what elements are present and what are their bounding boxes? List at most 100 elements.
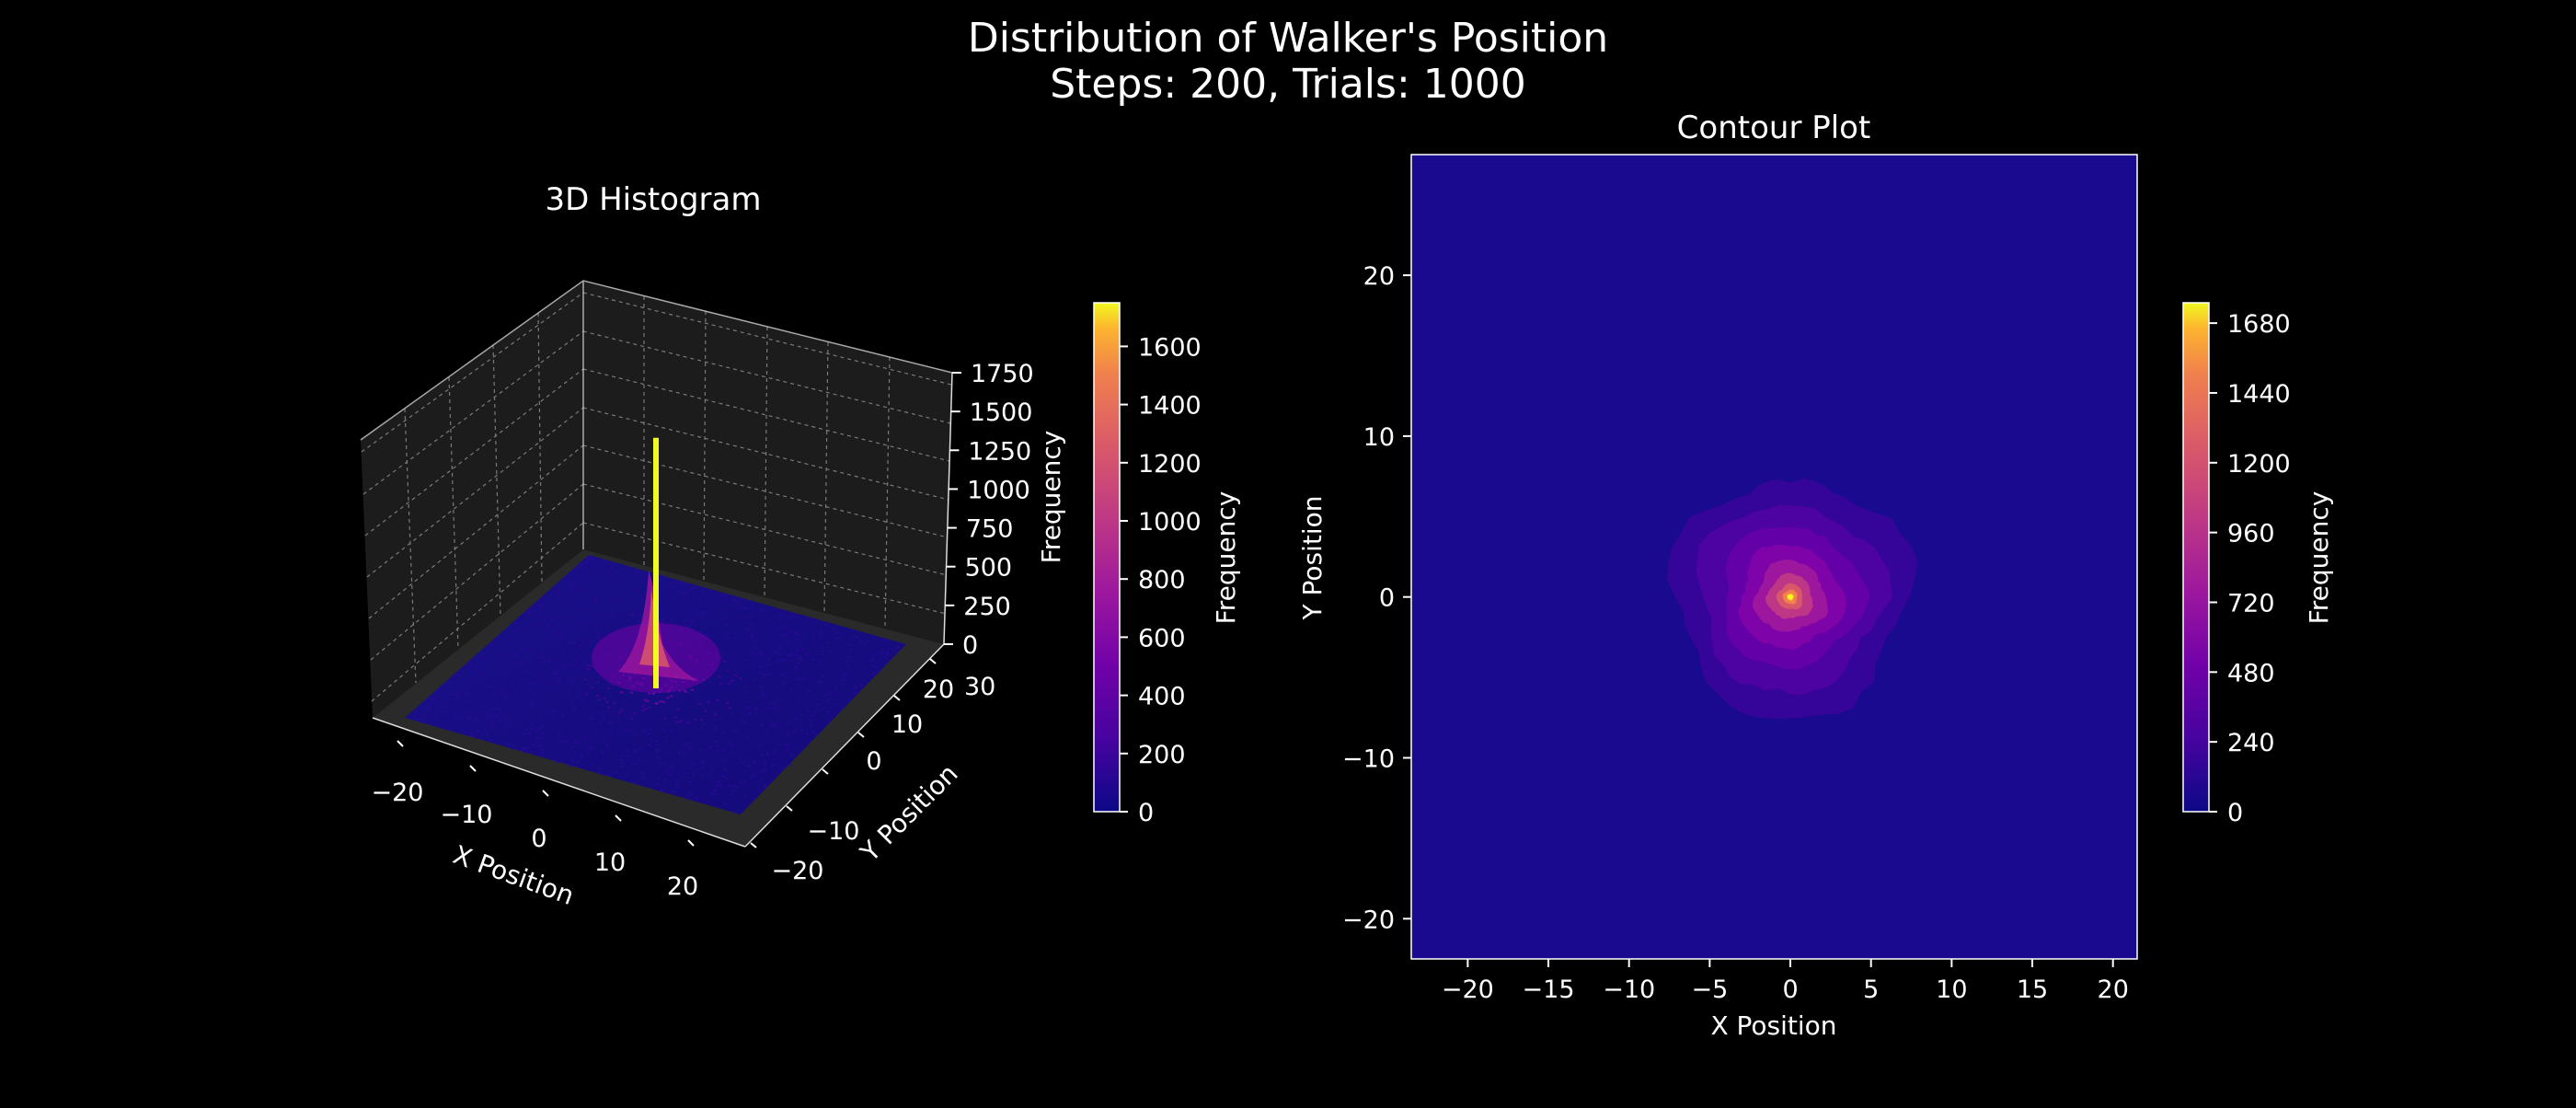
surface-cell bbox=[721, 749, 725, 752]
z-axis-3d: 0 250 500 750 1000 1250 1500 1750 Frequency bbox=[943, 360, 1066, 660]
surface-cell bbox=[591, 571, 594, 573]
surface-cell bbox=[576, 760, 580, 763]
surface-cell bbox=[750, 604, 753, 606]
surface-cell bbox=[524, 746, 528, 749]
surface-cell bbox=[539, 606, 543, 608]
surface-cell bbox=[614, 771, 617, 774]
surface-cell bbox=[459, 676, 463, 679]
surface-cell bbox=[771, 623, 775, 626]
surface-cell bbox=[788, 764, 792, 767]
surface-cell bbox=[540, 648, 544, 651]
surface-cell bbox=[628, 730, 632, 733]
surface-cell bbox=[559, 616, 563, 618]
surface-cell bbox=[827, 641, 831, 644]
surface-cell bbox=[436, 690, 440, 693]
surface-cell bbox=[727, 784, 730, 787]
surface-cell bbox=[683, 689, 686, 692]
contour-y-tick-label: 20 bbox=[1363, 262, 1395, 291]
surface-cell bbox=[730, 679, 734, 682]
surface-cell bbox=[764, 783, 767, 786]
surface-cell bbox=[568, 596, 571, 599]
surface-cell bbox=[575, 617, 579, 619]
surface-cell bbox=[558, 680, 561, 683]
contour-x-tick-label: 20 bbox=[2098, 975, 2129, 1004]
surface-cell bbox=[638, 615, 642, 617]
surface-cell bbox=[571, 706, 575, 709]
surface-cell bbox=[780, 674, 784, 676]
surface-cell bbox=[810, 724, 813, 727]
surface-cell bbox=[510, 747, 513, 750]
surface-cell bbox=[665, 602, 669, 605]
surface-cell bbox=[701, 774, 705, 777]
surface-cell bbox=[583, 662, 587, 664]
surface-cell bbox=[609, 731, 613, 733]
surface-cell bbox=[583, 678, 587, 681]
surface-cell bbox=[504, 694, 508, 697]
surface-cell bbox=[864, 643, 868, 646]
surface-cell bbox=[544, 683, 547, 686]
surface-cell bbox=[696, 612, 700, 615]
surface-cell bbox=[730, 713, 733, 716]
surface-cell bbox=[649, 706, 652, 709]
surface-cell bbox=[584, 693, 588, 696]
surface-cell bbox=[527, 648, 531, 651]
surface-cell bbox=[541, 677, 545, 680]
surface-cell bbox=[471, 735, 475, 738]
surface-cell bbox=[501, 672, 505, 675]
surface-cell bbox=[583, 622, 587, 625]
y3d-tick-mark bbox=[857, 732, 865, 738]
surface-cell bbox=[514, 621, 518, 624]
surface-cell bbox=[599, 772, 603, 775]
surface-cell bbox=[532, 743, 535, 745]
surface-cell bbox=[547, 661, 551, 664]
surface-cell bbox=[619, 758, 623, 761]
colorbar-tick-label: 1440 bbox=[2227, 380, 2291, 409]
surface-cell bbox=[675, 779, 679, 782]
surface-cell bbox=[569, 663, 572, 665]
surface-cell bbox=[580, 563, 583, 566]
surface-cell bbox=[788, 630, 791, 633]
surface-cell bbox=[840, 683, 844, 686]
surface-cell bbox=[616, 602, 620, 605]
surface-cell bbox=[589, 589, 592, 592]
surface-cell bbox=[752, 678, 755, 681]
surface-cell bbox=[740, 720, 743, 722]
x3d-tick-label: 0 bbox=[531, 825, 546, 853]
contour-panel: Contour Plot −20 −15 −10 −5 0 5 10 15 20 −20 −10 0… bbox=[1297, 110, 2334, 1041]
surface-cell bbox=[593, 601, 597, 604]
surface-cell bbox=[493, 708, 497, 710]
surface-cell bbox=[738, 757, 742, 760]
surface-cell bbox=[560, 651, 564, 653]
surface-cell bbox=[748, 712, 752, 715]
surface-cell bbox=[487, 657, 490, 660]
surface-cell bbox=[431, 698, 435, 700]
surface-cell bbox=[634, 781, 638, 784]
surface-cell bbox=[574, 766, 578, 768]
surface-cell bbox=[610, 722, 614, 725]
surface-cell bbox=[841, 679, 845, 682]
surface-cell bbox=[814, 733, 818, 736]
contour-y-axis: −20 −10 0 10 20 bbox=[1342, 262, 1411, 934]
surface-cell bbox=[755, 639, 759, 641]
contour-levels bbox=[1667, 479, 1918, 719]
surface-cell bbox=[724, 777, 728, 779]
surface-cell bbox=[820, 634, 823, 637]
surface-cell bbox=[850, 637, 854, 640]
surface-cell bbox=[845, 665, 849, 668]
surface-cell bbox=[567, 689, 570, 692]
surface-cell bbox=[752, 798, 755, 801]
surface-cell bbox=[616, 719, 620, 721]
surface-cell bbox=[634, 751, 638, 754]
surface-cell bbox=[783, 682, 787, 685]
surface-cell bbox=[639, 746, 643, 749]
surface-cell bbox=[870, 658, 874, 661]
surface-cell bbox=[849, 643, 853, 646]
surface-cell bbox=[584, 606, 588, 609]
surface-cell bbox=[584, 737, 588, 740]
surface-cell bbox=[661, 620, 664, 623]
surface-cell bbox=[777, 652, 781, 655]
surface-cell bbox=[694, 718, 697, 721]
surface-cell bbox=[446, 710, 450, 712]
surface-cell bbox=[501, 714, 505, 717]
